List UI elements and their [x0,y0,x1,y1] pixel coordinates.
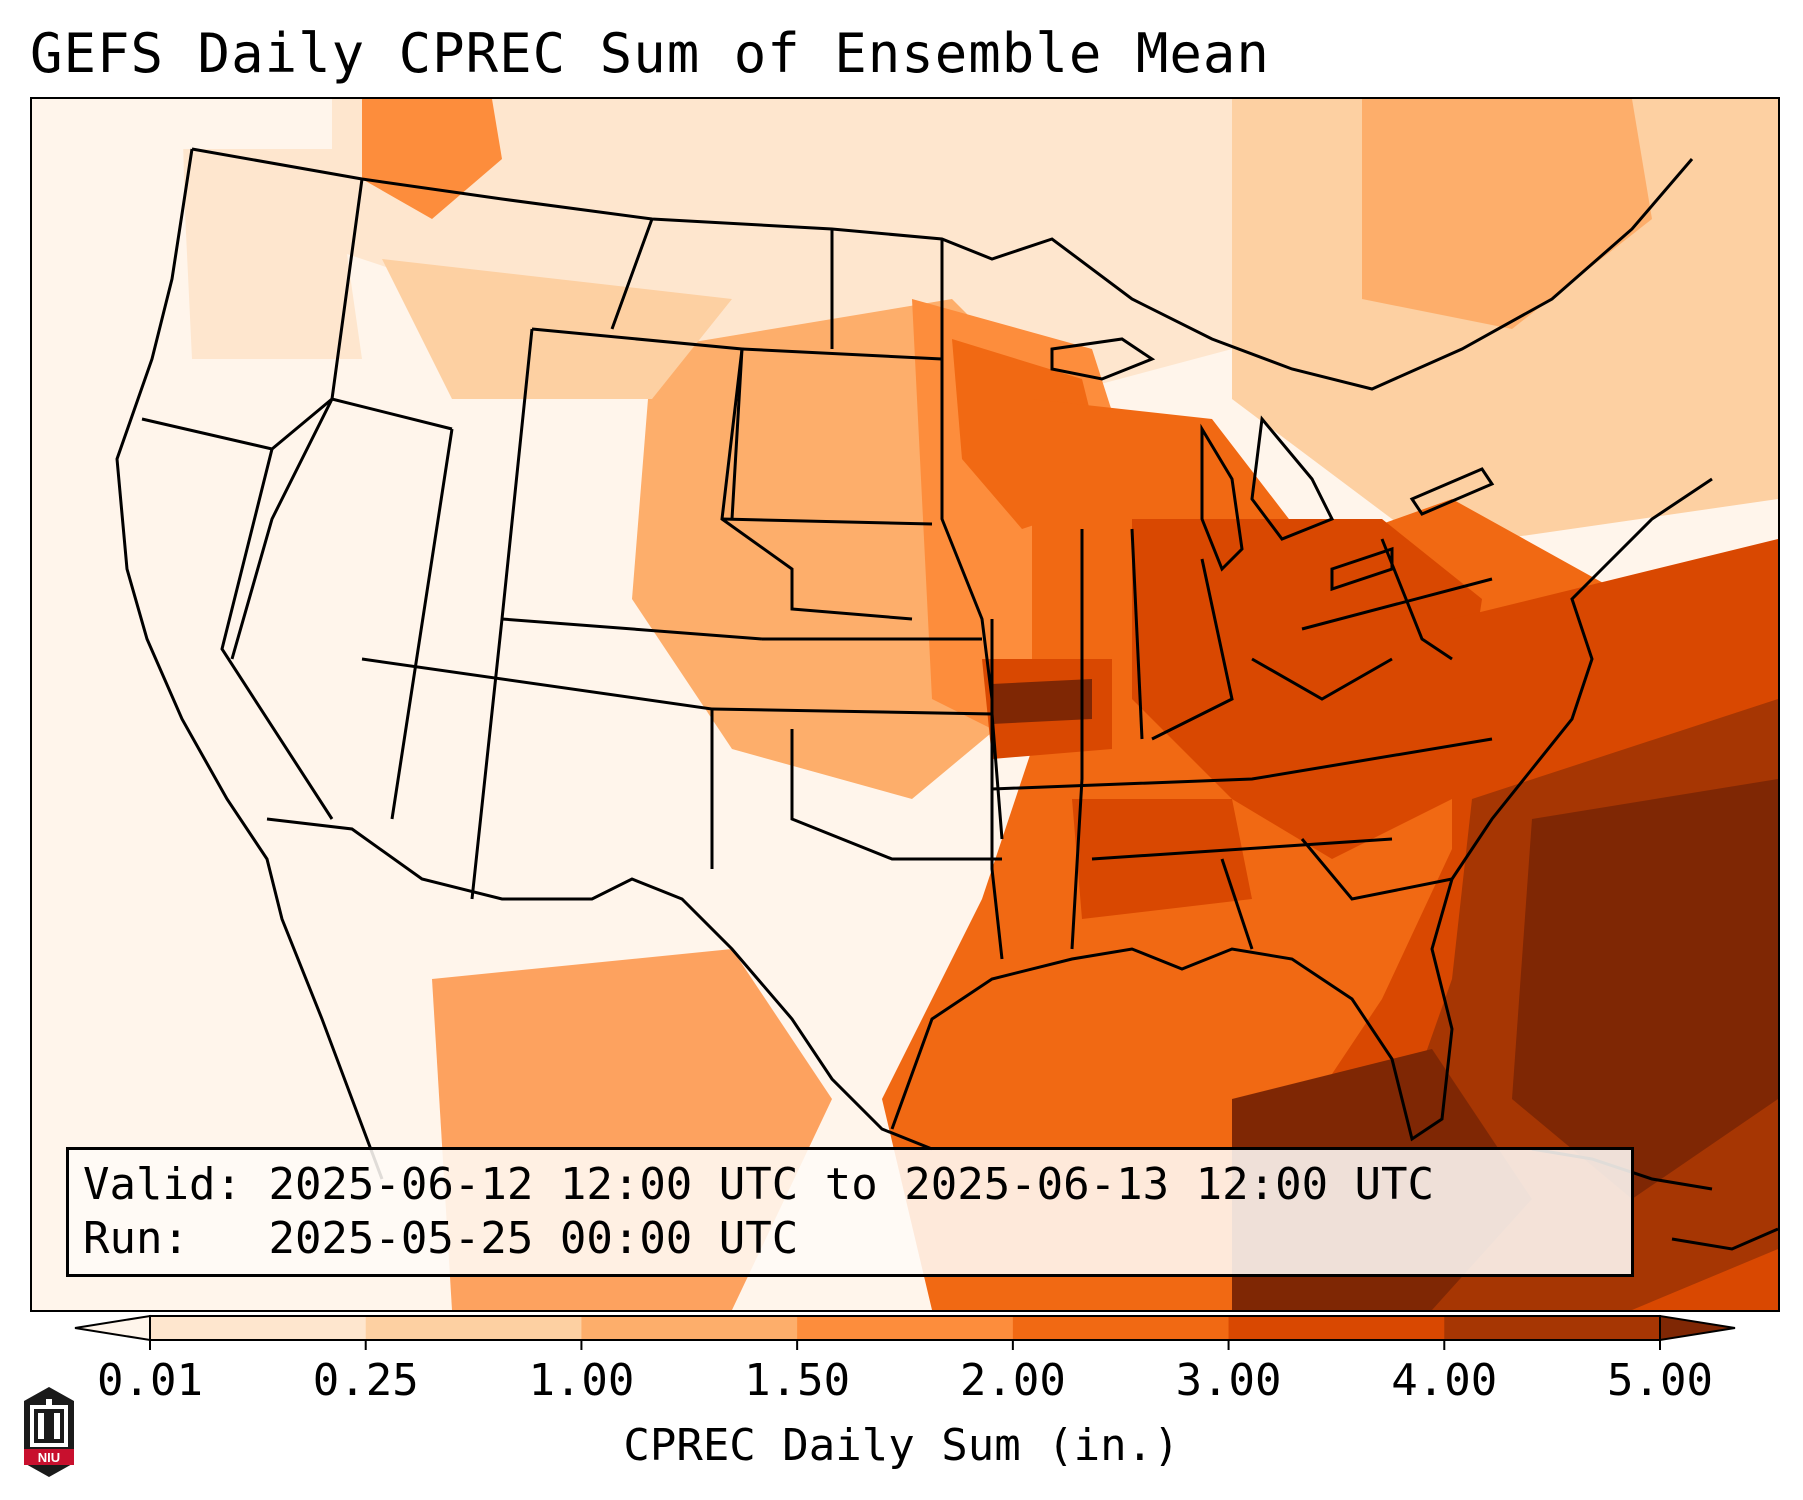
map-canvas [32,99,1778,1310]
colorbar-tick-label: 1.00 [528,1355,635,1406]
map-title: GEFS Daily CPREC Sum of Ensemble Mean [30,22,1270,85]
colorbar-tick-label: 3.00 [1175,1355,1282,1406]
colorbar-segment [1444,1316,1661,1340]
colorbar-outline [149,1315,1661,1341]
colorbar-tick-label: 0.01 [97,1355,203,1406]
state-boundaries [115,147,1778,1251]
colorbar-segment [581,1316,798,1340]
precipitation-map [30,97,1780,1312]
colorbar-segment [1228,1316,1445,1340]
colorbar-segment [365,1316,582,1340]
colorbar-tick-label: 0.25 [312,1355,419,1406]
colorbar-segment [150,1316,367,1340]
colorbar-segment [797,1316,1014,1340]
logo-text: NIU [38,1450,60,1465]
colorbar-tick-label: 4.00 [1391,1355,1498,1406]
colorbar-tick-label: 5.00 [1607,1355,1713,1406]
colorbar-tick-label: 2.00 [959,1355,1066,1406]
colorbar-label: CPREC Daily Sum (in.) [623,1420,1180,1471]
valid-run-info-box: Valid: 2025-06-12 12:00 UTC to 2025-06-1… [66,1147,1634,1277]
colorbar-under-extension [74,1314,151,1342]
colorbar-tick-label: 1.50 [744,1355,851,1406]
valid-label: Valid: [83,1159,242,1210]
valid-value: 2025-06-12 12:00 UTC to 2025-06-13 12:00… [268,1159,1435,1210]
colorbar [74,1314,1736,1350]
colorbar-segment [1012,1316,1230,1340]
run-value: 2025-05-25 00:00 UTC [268,1213,799,1264]
colorbar-over-extension [1659,1314,1736,1342]
run-label: Run: [83,1213,189,1264]
niu-logo-icon: NIU [24,1387,74,1477]
